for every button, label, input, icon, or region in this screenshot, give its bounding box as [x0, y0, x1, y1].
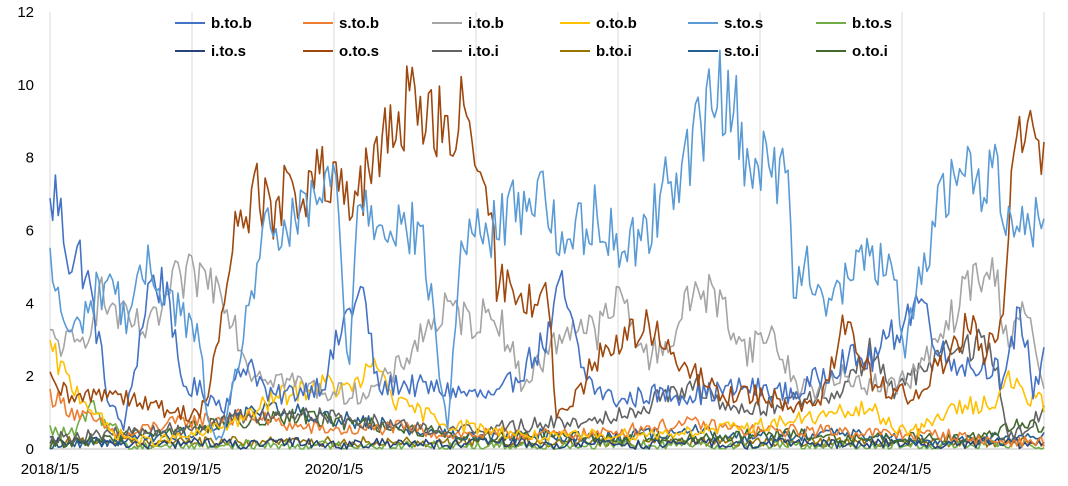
- legend-label: s.to.b: [339, 15, 379, 32]
- legend-item-i-to-s: i.to.s: [175, 43, 246, 60]
- legend-label: o.to.i: [852, 43, 888, 60]
- x-tick-label: 2021/1/5: [447, 461, 505, 478]
- legend-label: s.to.i: [724, 43, 759, 60]
- plot-area: [49, 49, 1045, 450]
- series-line-i-to-b: [49, 253, 1045, 405]
- legend-label: b.to.i: [596, 43, 632, 60]
- x-axis: 2018/1/5 2019/1/5 2020/1/5 2021/1/5 2022/1/5…: [21, 461, 931, 478]
- y-tick-label: 12: [17, 4, 34, 21]
- legend-item-o-to-s: o.to.s: [303, 43, 379, 60]
- legend-item-o-to-i: o.to.i: [816, 43, 888, 60]
- legend-item-b-to-s: b.to.s: [816, 15, 892, 32]
- legend-item-o-to-b: o.to.b: [560, 15, 637, 32]
- legend-label: b.to.s: [852, 15, 892, 32]
- legend-label: i.to.s: [211, 43, 246, 60]
- series-line-s-to-i: [49, 400, 1045, 450]
- legend-item-s-to-s: s.to.s: [688, 15, 763, 32]
- legend-item-i-to-i: i.to.i: [432, 43, 499, 60]
- x-tick-label: 2018/1/5: [21, 461, 79, 478]
- y-axis: 0 2 4 6 8 10 12: [17, 4, 34, 458]
- x-tick-label: 2019/1/5: [163, 461, 221, 478]
- x-tick-label: 2023/1/5: [731, 461, 789, 478]
- y-tick-label: 2: [26, 368, 34, 385]
- legend: b.to.b s.to.b i.to.b o.to.b s.to.s b.to.s i.to…: [175, 15, 892, 60]
- x-tick-label: 2022/1/5: [589, 461, 647, 478]
- y-tick-label: 6: [26, 223, 34, 240]
- legend-item-i-to-b: i.to.b: [432, 15, 504, 32]
- legend-label: i.to.i: [468, 43, 499, 60]
- legend-label: b.to.b: [211, 15, 252, 32]
- x-tick-label: 2020/1/5: [305, 461, 363, 478]
- chart-grid: [49, 12, 1045, 450]
- x-tick-label: 2024/1/5: [873, 461, 931, 478]
- legend-item-b-to-b: b.to.b: [175, 15, 252, 32]
- series-line-o-to-i: [49, 408, 1045, 450]
- legend-item-s-to-i: s.to.i: [688, 43, 759, 60]
- legend-label: o.to.b: [596, 15, 637, 32]
- legend-item-b-to-i: b.to.i: [560, 43, 632, 60]
- y-tick-label: 10: [17, 77, 34, 94]
- legend-label: o.to.s: [339, 43, 379, 60]
- y-tick-label: 8: [26, 150, 34, 167]
- series-line-b-to-s: [49, 399, 1045, 450]
- y-tick-label: 0: [26, 441, 34, 458]
- legend-item-s-to-b: s.to.b: [303, 15, 379, 32]
- series-line-b-to-b: [49, 174, 1045, 432]
- series-line-i-to-s: [49, 435, 1045, 450]
- series-line-o-to-b: [49, 339, 1045, 447]
- y-tick-label: 4: [26, 295, 34, 312]
- legend-label: i.to.b: [468, 15, 504, 32]
- series-line-i-to-i: [49, 328, 1045, 444]
- series-line-s-to-s: [49, 49, 1045, 441]
- series-line-o-to-s: [49, 65, 1045, 423]
- legend-label: s.to.s: [724, 15, 763, 32]
